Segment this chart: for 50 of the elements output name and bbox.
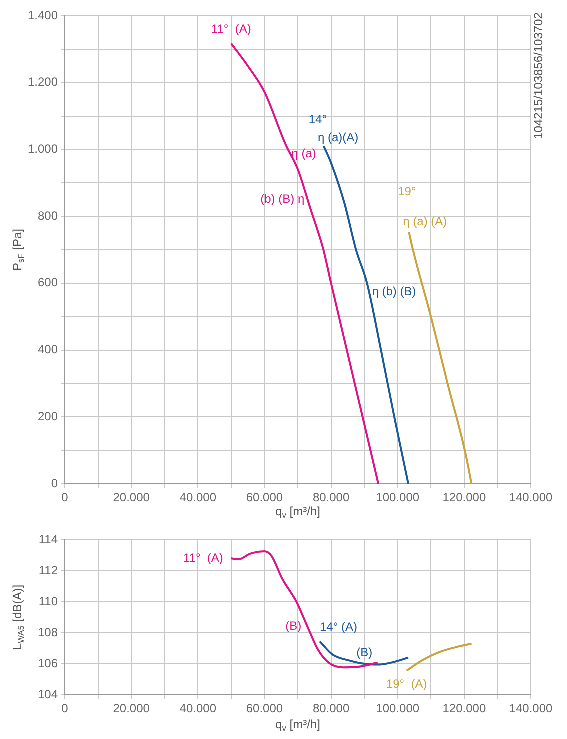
x-tick-label: 80.000: [312, 490, 350, 505]
line-series: [406, 642, 473, 672]
annotation: (b) (B) η: [260, 192, 305, 206]
y-tick-label: 1.000: [28, 142, 58, 156]
annotation: 11° (A): [211, 22, 252, 36]
y-tick-label: 1.200: [28, 75, 58, 90]
line-series: [230, 550, 379, 669]
annotation: η (b) (B): [372, 284, 416, 299]
annotation: 14° (A): [320, 620, 358, 634]
x-tick-label: 0: [62, 702, 69, 716]
annotation: (B): [356, 645, 373, 660]
x-tick-label: 40.000: [180, 702, 217, 716]
y-tick-label: 104: [38, 687, 58, 702]
x-tick-label: 140.000: [509, 490, 554, 505]
y-tick-label: 200: [38, 409, 58, 424]
y-tick-label: 0: [51, 476, 58, 490]
x-tick-label: 80.000: [312, 702, 350, 716]
y-axis-title: LWA5 [dB(A)]: [10, 584, 26, 650]
y-axis-title: PsF [Pa]: [10, 229, 26, 271]
y-tick-label: 800: [38, 208, 58, 223]
text: 104215/103856/103702: [531, 12, 546, 140]
annotation: 14°: [308, 112, 328, 127]
x-tick-label: 20.000: [113, 702, 150, 716]
y-tick-label: 114: [38, 532, 58, 546]
annotation: η (a): [292, 146, 316, 161]
x-tick-label: 20.000: [113, 490, 150, 505]
annotation: 19°: [398, 184, 416, 199]
line-series: [318, 640, 410, 666]
x-tick-label: 140.000: [509, 702, 554, 716]
x-tick-label: 40.000: [180, 490, 217, 505]
annotation: 19° (A): [386, 677, 428, 692]
y-tick-label: 1.400: [28, 8, 58, 22]
y-tick-label: 112: [38, 563, 58, 578]
annotation: η (a) (A): [403, 214, 448, 229]
y-tick-label: 600: [38, 276, 58, 290]
y-tick-label: 108: [38, 625, 58, 640]
x-tick-label: 120.000: [442, 702, 486, 716]
annotation: (B): [286, 619, 302, 634]
y-tick-label: 106: [38, 656, 58, 670]
y-tick-label: 400: [38, 342, 58, 357]
annotation: η (a)(A): [318, 130, 359, 145]
annotation: 11° (A): [184, 550, 224, 565]
x-tick-label: 60.000: [246, 490, 284, 505]
x-tick-label: 100.000: [376, 490, 420, 505]
y-tick-label: 110: [38, 594, 58, 608]
x-tick-label: 0: [62, 490, 69, 505]
x-tick-label: 120.000: [442, 490, 486, 505]
line-series: [230, 42, 380, 484]
x-tick-label: 60.000: [246, 702, 284, 716]
x-tick-label: 100.000: [376, 702, 420, 716]
